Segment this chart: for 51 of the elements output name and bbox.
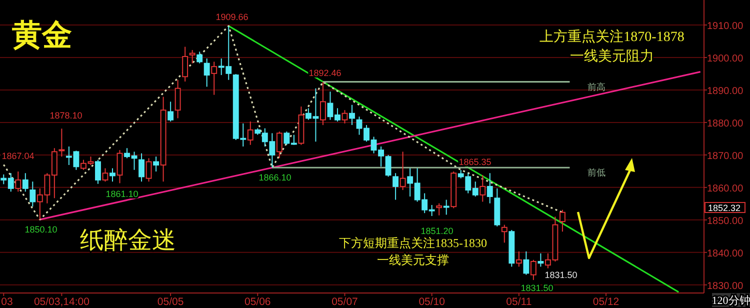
y-tick-label: 1880.00: [707, 118, 744, 130]
annotation: 1878.10: [50, 110, 82, 121]
candlestick: [523, 250, 530, 276]
y-tick-label: 1870.00: [707, 150, 744, 162]
candlestick: [247, 120, 254, 146]
annotation: 1865.35: [458, 157, 492, 168]
y-tick-label: 1900.00: [707, 53, 744, 64]
y-tick-label: 1830.00: [707, 280, 744, 292]
annotation: 1892.46: [308, 68, 342, 78]
y-tick-label: 1860.00: [707, 183, 744, 194]
series-label: 前高: [588, 82, 606, 92]
annotation: 1831.50: [520, 283, 554, 293]
x-tick-label: 05/06: [244, 296, 271, 308]
x-tick-label: 05/07: [332, 296, 358, 308]
y-tick-label: 1850.00: [707, 216, 744, 227]
candlestick: [182, 46, 188, 82]
annotation: 上方重点关注1870-1878 一线美元阻力: [540, 29, 684, 65]
annotation: 下方短期重点关注1835-1830 一线美元支撑: [339, 236, 487, 267]
annotation: 1861.10: [106, 188, 138, 199]
candlestick: [204, 58, 210, 88]
y-tick-label: 1890.00: [707, 86, 744, 97]
candlestick: [174, 79, 181, 119]
y-tick-label: 1840.00: [707, 248, 744, 260]
x-tick-label: 03: [1, 296, 13, 308]
candlestick: [30, 181, 36, 208]
x-tick-label: 05/11: [506, 296, 532, 308]
candlestick: [196, 51, 203, 64]
annotation: 1850.10: [24, 224, 58, 235]
candlestick: [211, 61, 218, 96]
text: 1852.32: [708, 203, 741, 213]
candlestick: [138, 152, 144, 182]
candlestick: [349, 104, 355, 126]
annotation: 1831.50: [544, 270, 578, 280]
annotation: 1909.66: [216, 12, 248, 22]
series-label: 前低: [588, 168, 606, 178]
candlestick: [153, 156, 160, 172]
annotation: 1851.20: [420, 226, 454, 236]
candlestick: [189, 50, 196, 64]
text: 120分钟: [712, 295, 750, 307]
candlestick: [160, 96, 166, 182]
x-tick-label: 05/10: [418, 296, 446, 308]
x-tick-label: 05/03,14:00: [34, 296, 90, 308]
annotation: 1867.04: [2, 151, 34, 161]
x-tick-label: 05/12: [592, 296, 620, 308]
annotation: 纸醉金迷: [80, 227, 176, 254]
text: 黄金: [12, 19, 72, 52]
x-tick-label: 05/05: [157, 296, 184, 308]
candlestick: [486, 172, 493, 204]
candlestick: [116, 150, 123, 184]
y-tick-label: 1910.00: [707, 21, 744, 32]
annotation: 1866.10: [258, 172, 292, 183]
